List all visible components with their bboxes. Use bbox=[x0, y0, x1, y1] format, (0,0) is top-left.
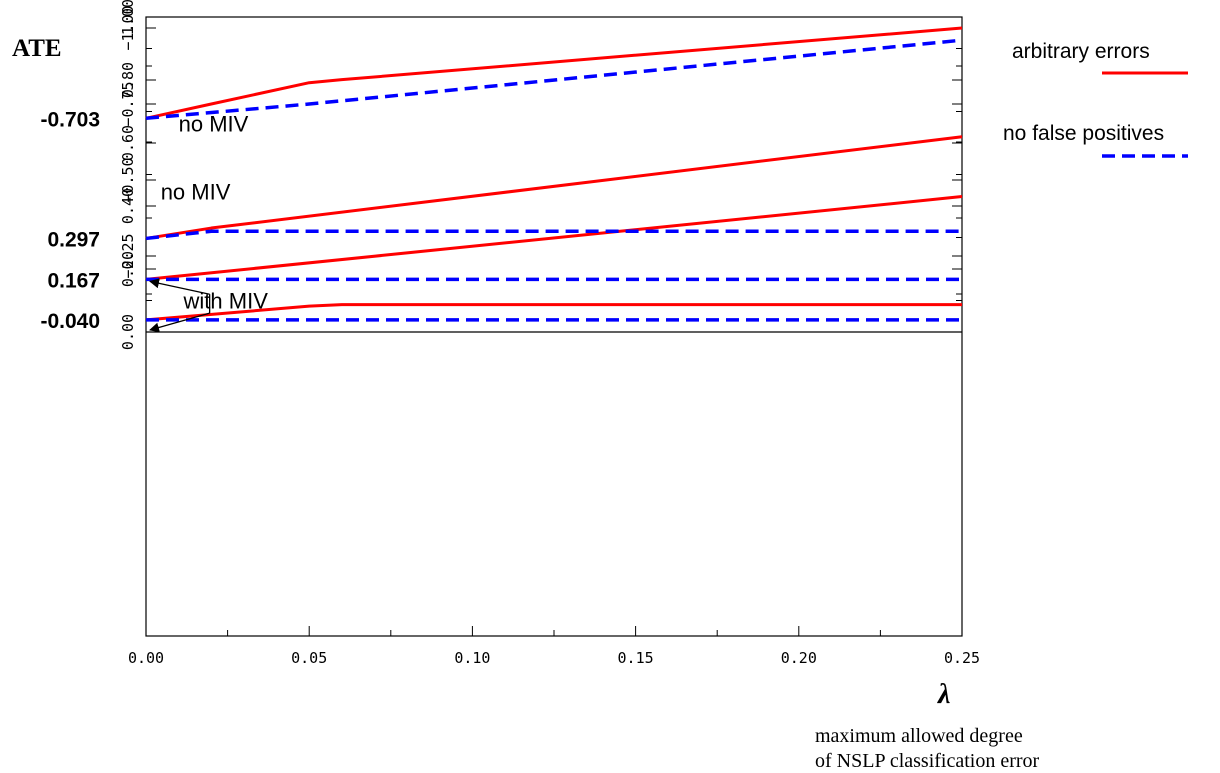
x-axis-title-line1: maximum allowed degree bbox=[815, 725, 1023, 747]
x-tick-label: 0.15 bbox=[618, 649, 654, 667]
y-tick-label: 0.60 bbox=[119, 125, 137, 161]
plot-frame bbox=[145, 16, 963, 637]
y-tick-label: −0.50 bbox=[119, 157, 137, 202]
series-line-no-false-positives-5 bbox=[145, 229, 962, 241]
annotation-arrow bbox=[149, 312, 210, 333]
series-line-arbitrary-errors-1 bbox=[145, 135, 963, 240]
x-tick-label: 0.00 bbox=[128, 649, 164, 667]
series-line-arbitrary-errors-4 bbox=[145, 26, 963, 120]
series-line-no-false-positives-8 bbox=[145, 38, 963, 121]
annotations: no MIV with MIV no MIV bbox=[149, 111, 269, 333]
highlight-value-label: -0.040 bbox=[40, 310, 100, 333]
y-tick-label: 1.00 bbox=[119, 0, 137, 35]
plot-area-border bbox=[145, 16, 963, 637]
highlight-value-label: 0.297 bbox=[47, 228, 100, 251]
x-tick-label: 0.05 bbox=[291, 649, 327, 667]
y-tick-label: −0.25 bbox=[119, 233, 137, 278]
y-tick-label: 0.00 bbox=[119, 314, 137, 350]
x-axis-title-line2: of NSLP classification error bbox=[815, 750, 1040, 772]
y-axis-ticks: −1.00 −0.75 −0.50 −0.25 0.00 0.20 0.40 0.60 0.80… bbox=[119, 0, 962, 350]
series-layer bbox=[145, 26, 963, 322]
annotation-with-miv: with MIV bbox=[183, 288, 269, 313]
highlight-value-label: -0.703 bbox=[40, 108, 100, 131]
y-tick-label: 0.20 bbox=[119, 251, 137, 287]
series-line-arbitrary-errors-3 bbox=[145, 303, 962, 322]
annotation-no-miv: no MIV bbox=[179, 111, 249, 136]
legend-label-arbitrary-errors: arbitrary errors bbox=[1012, 40, 1150, 63]
x-tick-label: 0.10 bbox=[454, 649, 490, 667]
x-tick-label: 0.25 bbox=[944, 649, 980, 667]
y-axis-title: ATE bbox=[12, 35, 62, 62]
y-tick-label: −1.00 bbox=[119, 5, 137, 50]
legend: arbitrary errors no false positives bbox=[1003, 40, 1188, 158]
y-tick-label: 0.80 bbox=[119, 62, 137, 98]
series-line-arbitrary-errors-2 bbox=[145, 195, 963, 281]
x-axis-ticks: 0.00 0.05 0.10 0.15 0.20 0.25 bbox=[128, 626, 980, 667]
x-tick-label: 0.20 bbox=[781, 649, 817, 667]
y-tick-label: 0.40 bbox=[119, 188, 137, 224]
legend-label-no-false-positives: no false positives bbox=[1003, 122, 1164, 145]
x-axis-symbol: λ bbox=[937, 679, 950, 710]
annotation-no-miv: no MIV bbox=[161, 180, 231, 205]
annotation-arrow bbox=[149, 278, 210, 295]
y-tick-label: −0.75 bbox=[119, 81, 137, 126]
highlight-values: 0.297 0.167 -0.040 -0.703 bbox=[40, 108, 100, 333]
highlight-value-label: 0.167 bbox=[47, 269, 100, 292]
